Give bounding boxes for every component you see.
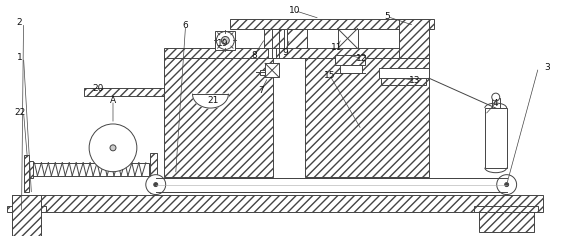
Text: 13: 13 <box>409 76 420 85</box>
Bar <box>381 78 426 85</box>
Text: 7: 7 <box>258 86 264 95</box>
Bar <box>25 161 33 178</box>
Bar <box>164 48 429 58</box>
Bar <box>379 68 429 78</box>
Bar <box>474 206 538 212</box>
Polygon shape <box>193 94 229 108</box>
Bar <box>150 153 157 193</box>
Bar <box>24 155 29 191</box>
Bar <box>338 28 358 48</box>
Text: 1: 1 <box>17 53 23 62</box>
Bar <box>339 65 361 73</box>
Bar <box>268 28 276 58</box>
Circle shape <box>146 175 166 195</box>
Bar <box>260 70 265 75</box>
Circle shape <box>491 93 500 101</box>
Circle shape <box>110 145 116 151</box>
Circle shape <box>154 183 158 187</box>
Bar <box>287 28 307 48</box>
Text: 21: 21 <box>208 96 219 105</box>
Bar <box>485 108 507 168</box>
Circle shape <box>504 183 508 187</box>
Text: 2: 2 <box>17 18 23 27</box>
Bar <box>230 18 434 28</box>
Bar <box>84 88 164 96</box>
Bar <box>12 212 42 232</box>
Text: 4: 4 <box>493 99 499 108</box>
Bar <box>334 55 364 65</box>
Circle shape <box>89 124 137 172</box>
Text: 8: 8 <box>251 51 257 60</box>
Text: 6: 6 <box>182 21 189 30</box>
Circle shape <box>216 32 234 49</box>
Text: 5: 5 <box>385 12 390 21</box>
Bar <box>12 195 42 236</box>
Text: 11: 11 <box>331 43 342 52</box>
Bar <box>7 206 46 212</box>
Text: 15: 15 <box>324 71 336 80</box>
Bar <box>264 28 284 48</box>
Bar <box>164 55 273 177</box>
Text: 10: 10 <box>289 6 301 15</box>
Text: 3: 3 <box>544 63 550 72</box>
Bar <box>399 18 429 58</box>
Bar <box>12 195 543 212</box>
Text: 22: 22 <box>14 108 25 117</box>
Text: 12: 12 <box>356 54 367 63</box>
Bar <box>479 212 534 232</box>
Bar <box>216 31 235 50</box>
Circle shape <box>221 36 229 44</box>
Bar <box>265 63 279 77</box>
Bar <box>32 163 149 176</box>
Text: 19: 19 <box>217 39 228 48</box>
Text: A: A <box>110 96 116 105</box>
Circle shape <box>497 175 517 195</box>
Text: 20: 20 <box>92 84 104 93</box>
Bar <box>305 55 429 177</box>
Bar <box>491 98 500 108</box>
Text: 9: 9 <box>282 48 288 57</box>
